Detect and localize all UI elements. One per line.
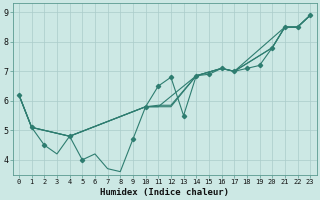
X-axis label: Humidex (Indice chaleur): Humidex (Indice chaleur) <box>100 188 229 197</box>
